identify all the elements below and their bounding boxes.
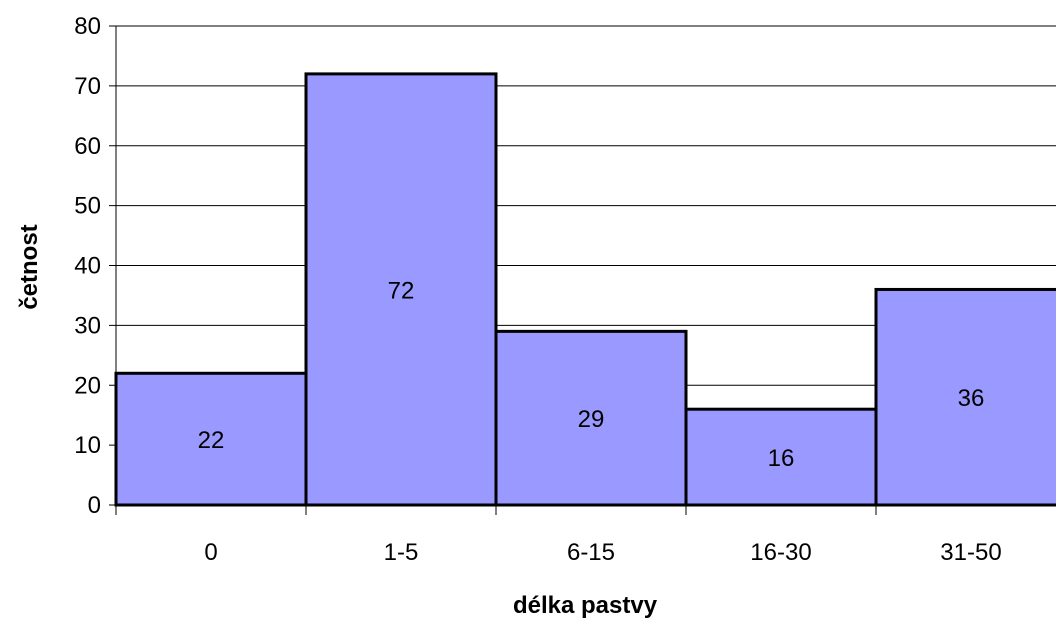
- bar-1-5: [304, 72, 498, 507]
- axes: [109, 25, 1056, 515]
- y-tick-label: 0: [88, 492, 101, 519]
- x-tick-label: 31-50: [940, 539, 1001, 566]
- x-tick-labels: 0 1-5 6-15 16-30 31-50: [204, 539, 1001, 566]
- y-tick-label: 30: [74, 312, 101, 339]
- y-tick-label: 40: [74, 253, 101, 280]
- data-label: 22: [198, 427, 225, 454]
- y-tick-label: 60: [74, 133, 101, 160]
- y-tick-label: 10: [74, 432, 101, 459]
- x-tick-label: 1-5: [384, 539, 419, 566]
- y-tick-label: 70: [74, 73, 101, 100]
- data-label: 29: [578, 406, 605, 433]
- x-axis-title: délka pastvy: [513, 592, 658, 619]
- y-tick-label: 80: [74, 13, 101, 40]
- data-labels: 22 72 29 16 36: [198, 277, 985, 472]
- y-tick-label: 20: [74, 372, 101, 399]
- bars: [114, 72, 1056, 507]
- data-label: 36: [958, 385, 985, 412]
- x-tick-label: 6-15: [567, 539, 615, 566]
- data-label: 16: [768, 445, 795, 472]
- y-tick-labels: 0 10 20 30 40 50 60 70 80: [74, 13, 101, 519]
- y-axis-title: četnost: [16, 224, 43, 309]
- x-tick-label: 0: [204, 539, 217, 566]
- x-tick-label: 16-30: [750, 539, 811, 566]
- data-label: 72: [388, 277, 415, 304]
- bar-31-50: [874, 287, 1056, 507]
- y-tick-label: 50: [74, 193, 101, 220]
